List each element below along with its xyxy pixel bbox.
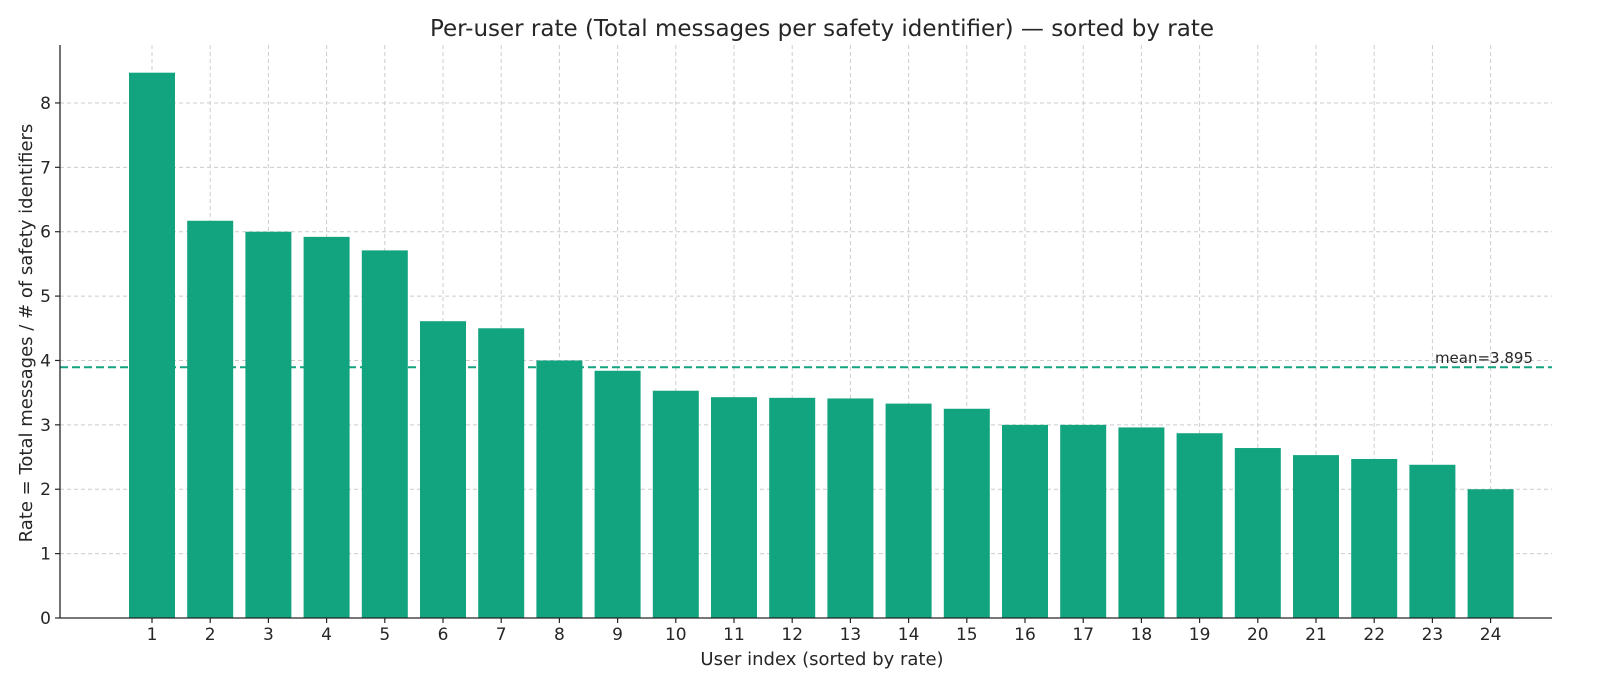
y-tick-label: 5	[40, 287, 51, 307]
bar	[711, 397, 757, 618]
x-tick-label: 24	[1480, 625, 1502, 645]
bar	[1351, 458, 1398, 618]
bar	[1234, 448, 1281, 618]
x-tick-label: 6	[438, 625, 449, 645]
bar	[1176, 433, 1223, 618]
y-axis-label: Rate = Total messages / # of safety iden…	[16, 124, 37, 543]
x-tick-label: 10	[665, 625, 687, 645]
bar	[1060, 424, 1107, 618]
bars	[129, 72, 1514, 619]
y-tick-label: 7	[40, 158, 51, 178]
x-tick-label: 4	[321, 625, 332, 645]
bar	[361, 250, 408, 618]
y-tick-label: 0	[40, 609, 51, 629]
bar	[827, 398, 874, 618]
x-tick-label: 17	[1072, 625, 1094, 645]
x-axis-label: User index (sorted by rate)	[700, 649, 943, 670]
x-tick-label: 21	[1305, 625, 1327, 645]
mean-label: mean=3.895	[1435, 349, 1533, 367]
y-tick-label: 6	[40, 223, 51, 243]
bar	[420, 321, 466, 618]
x-tick-label: 12	[781, 625, 803, 645]
axes	[55, 45, 1552, 623]
bar	[129, 72, 175, 619]
bar	[943, 408, 990, 618]
mean-line-group: mean=3.895	[60, 349, 1552, 369]
bar	[187, 220, 234, 618]
x-tick-label: 5	[379, 625, 390, 645]
bar	[1118, 427, 1165, 618]
bar	[652, 390, 699, 618]
x-tick-label: 8	[554, 625, 565, 645]
bar	[769, 397, 816, 618]
x-tick-label: 15	[956, 625, 978, 645]
x-tick-label: 16	[1014, 625, 1036, 645]
x-tick-label: 14	[898, 625, 920, 645]
bar	[1293, 455, 1339, 618]
x-tick-label: 1	[147, 625, 158, 645]
y-tick-label: 8	[40, 94, 51, 114]
x-tick-label: 22	[1363, 625, 1385, 645]
bar	[885, 403, 932, 618]
bar	[1002, 424, 1048, 618]
x-tick-label: 13	[840, 625, 862, 645]
x-tick-label: 18	[1131, 625, 1153, 645]
bar	[245, 231, 292, 618]
x-tick-label: 9	[612, 625, 623, 645]
bar	[1467, 489, 1514, 618]
y-tick-label: 3	[40, 416, 51, 436]
chart-title: Per-user rate (Total messages per safety…	[430, 16, 1214, 42]
x-tick-label: 3	[263, 625, 274, 645]
bar	[303, 236, 350, 618]
y-tick-label: 1	[40, 545, 51, 565]
bar	[478, 328, 525, 618]
bar	[594, 370, 641, 618]
y-tick-label: 2	[40, 480, 51, 500]
x-tick-label: 20	[1247, 625, 1269, 645]
x-tick-label: 7	[496, 625, 507, 645]
x-tick-label: 2	[205, 625, 216, 645]
x-tick-label: 19	[1189, 625, 1211, 645]
y-tick-label: 4	[40, 351, 51, 371]
x-tick-label: 23	[1422, 625, 1444, 645]
bar	[536, 360, 583, 618]
bar	[1409, 464, 1456, 618]
x-tick-label: 11	[723, 625, 745, 645]
